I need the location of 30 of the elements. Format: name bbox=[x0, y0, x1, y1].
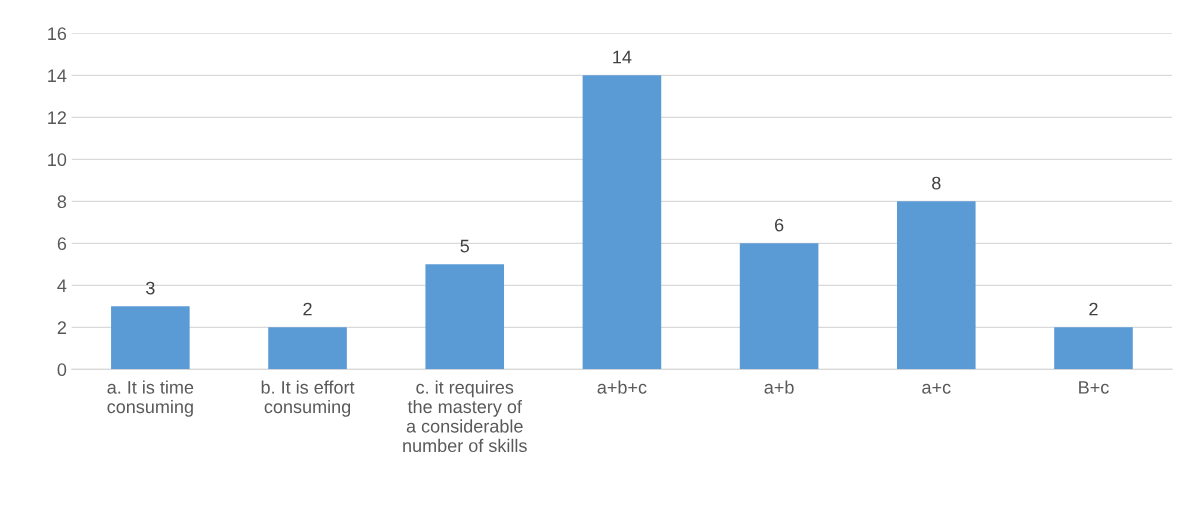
data-label: 2 bbox=[303, 302, 312, 316]
data-label: 2 bbox=[1089, 302, 1098, 316]
bar bbox=[1054, 327, 1133, 370]
y-tick-label: 8 bbox=[57, 195, 67, 209]
bar bbox=[582, 75, 662, 370]
x-tick-label: b. It is effort consuming bbox=[261, 380, 355, 417]
bar bbox=[111, 306, 190, 370]
y-tick-label: 6 bbox=[57, 237, 67, 251]
y-tick-label: 4 bbox=[57, 279, 67, 292]
data-label: 3 bbox=[146, 281, 155, 295]
x-tick-label: a. It is time consuming bbox=[107, 380, 194, 417]
x-tick-label: a+b+c bbox=[597, 380, 647, 394]
bar bbox=[268, 327, 347, 370]
bar bbox=[425, 264, 505, 370]
data-label: 8 bbox=[932, 176, 941, 190]
x-tick-label: B+c bbox=[1079, 381, 1109, 394]
bar bbox=[739, 243, 819, 370]
y-tick-label: 12 bbox=[48, 111, 66, 124]
y-tick-label: 16 bbox=[48, 27, 67, 41]
data-label: 14 bbox=[613, 50, 632, 64]
data-label: 6 bbox=[775, 218, 784, 232]
data-label: 5 bbox=[460, 239, 469, 253]
x-tick-label: a+c bbox=[922, 383, 951, 394]
y-tick-label: 10 bbox=[48, 153, 67, 167]
bar bbox=[897, 201, 976, 370]
x-tick-label: c. it requires the mastery of a considerable number of skills bbox=[403, 380, 527, 453]
x-tick-label: a+b bbox=[764, 380, 794, 394]
y-tick-label: 2 bbox=[57, 321, 66, 334]
y-tick-label: 0 bbox=[57, 363, 67, 377]
y-tick-label: 14 bbox=[48, 69, 67, 82]
